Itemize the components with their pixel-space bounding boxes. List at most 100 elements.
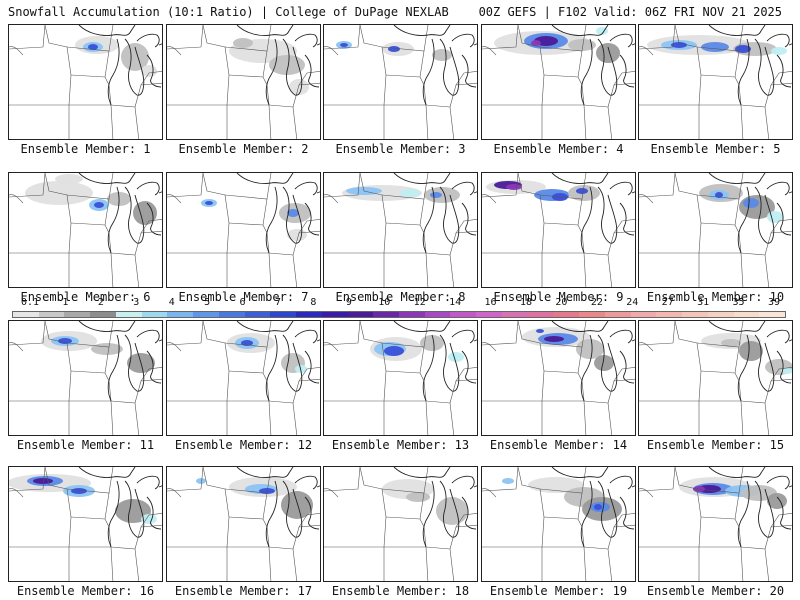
ensemble-member-label: Ensemble Member: 2 [178, 142, 309, 156]
colorbar-segment [244, 312, 271, 317]
member-map-graphic [482, 25, 635, 139]
member-map-graphic [167, 173, 320, 287]
colorbar-tick-label: 20 [555, 297, 568, 308]
ensemble-member-map [166, 172, 321, 288]
member-map-graphic [324, 173, 477, 287]
colorbar-segment [527, 312, 554, 317]
colorbar-segment [347, 312, 374, 317]
member-map-graphic [9, 321, 162, 435]
colorbar-tick-label: 1 [62, 297, 69, 308]
member-map-graphic [9, 173, 162, 287]
ensemble-member-label: Ensemble Member: 15 [646, 438, 785, 452]
colorbar-segment [424, 312, 451, 317]
ensemble-member-label: Ensemble Member: 9 [493, 290, 624, 304]
ensemble-member-map [323, 466, 478, 582]
colorbar-segment [167, 312, 194, 317]
colorbar-segment [476, 312, 502, 317]
colorbar-tick-label: 35 [732, 297, 745, 308]
ensemble-member-label: Ensemble Member: 16 [16, 584, 155, 598]
ensemble-member-label: Ensemble Member: 17 [174, 584, 313, 598]
colorbar-segment [64, 312, 91, 317]
member-map-graphic [639, 321, 792, 435]
map-title: Snowfall Accumulation (10:1 Ratio) | Col… [8, 5, 449, 19]
colorbar-tick-label: 14 [449, 297, 462, 308]
colorbar-segment [553, 312, 580, 317]
colorbar-tick-label: 0.1 [20, 297, 40, 308]
colorbar-segment [656, 312, 683, 317]
ensemble-member-map [8, 466, 163, 582]
colorbar-tick-label: 18 [519, 297, 533, 308]
colorbar-tick-label: 12 [413, 297, 426, 308]
ensemble-member-label: Ensemble Member: 20 [646, 584, 785, 598]
ensemble-member-map [166, 24, 321, 140]
member-map-graphic [639, 25, 792, 139]
ensemble-member-map [481, 172, 636, 288]
member-map-graphic [482, 321, 635, 435]
ensemble-member-label: Ensemble Member: 10 [646, 290, 785, 304]
ensemble-member-label: Ensemble Member: 11 [16, 438, 155, 452]
colorbar-segment [501, 312, 528, 317]
colorbar-segment [270, 312, 297, 317]
colorbar-segment [630, 312, 657, 317]
member-map-graphic [324, 25, 477, 139]
ensemble-member-map [638, 320, 793, 436]
ensemble-member-map [8, 320, 163, 436]
colorbar-segment [604, 312, 631, 317]
colorbar-segment [373, 312, 400, 317]
colorbar-tick-label: 24 [626, 297, 639, 308]
colorbar-segment [579, 312, 605, 317]
colorbar-tick-label: 5 [204, 297, 211, 308]
ensemble-member-label: Ensemble Member: 3 [335, 142, 466, 156]
colorbar-tick-label: 27 [661, 297, 674, 308]
colorbar-segment [759, 312, 786, 317]
ensemble-member-map [323, 320, 478, 436]
colorbar-segment [399, 312, 425, 317]
colorbar-tick-label: 16 [484, 297, 497, 308]
member-map-graphic [9, 467, 162, 581]
colorbar-segment [707, 312, 734, 317]
ensemble-member-label: Ensemble Member: 14 [489, 438, 628, 452]
ensemble-member-map [323, 172, 478, 288]
ensemble-member-label: Ensemble Member: 5 [650, 142, 781, 156]
member-map-graphic [167, 321, 320, 435]
colorbar-tick-label: 9 [345, 297, 352, 308]
colorbar-segment [733, 312, 760, 317]
colorbar-segment [218, 312, 245, 317]
ensemble-member-map [481, 24, 636, 140]
ensemble-member-map [638, 24, 793, 140]
ensemble-member-label: Ensemble Member: 19 [489, 584, 628, 598]
colorbar-segment [193, 312, 219, 317]
colorbar-segment [13, 312, 39, 317]
ensemble-member-map [8, 172, 163, 288]
member-map-graphic [639, 173, 792, 287]
member-map-graphic [639, 467, 792, 581]
ensemble-member-label: Ensemble Member: 6 [20, 290, 151, 304]
ensemble-member-map [481, 466, 636, 582]
member-map-graphic [482, 467, 635, 581]
ensemble-member-map [8, 24, 163, 140]
ensemble-member-label: Ensemble Member: 8 [335, 290, 466, 304]
ensemble-member-label: Ensemble Member: 7 [178, 290, 309, 304]
ensemble-member-label: Ensemble Member: 1 [20, 142, 151, 156]
member-map-graphic [324, 467, 477, 581]
ensemble-member-map [166, 320, 321, 436]
ensemble-member-label: Ensemble Member: 13 [331, 438, 470, 452]
colorbar-tick-label: 2 [97, 297, 104, 308]
colorbar-segment [115, 312, 142, 317]
member-map-graphic [9, 25, 162, 139]
colorbar-tick-labels: 0.1 1 2 3 4 5 6 7 8 9 10 12 14 16 18 20 22 24 27 31 35 39 [12, 297, 786, 309]
member-map-graphic [167, 467, 320, 581]
colorbar-segment [296, 312, 322, 317]
ensemble-member-label: Ensemble Member: 12 [174, 438, 313, 452]
run-valid-time: 00Z GEFS | F102 Valid: 06Z FRI NOV 21 20… [478, 5, 782, 19]
colorbar-segment [90, 312, 116, 317]
colorbar-tick-label: 31 [697, 297, 710, 308]
ensemble-member-label: Ensemble Member: 4 [493, 142, 624, 156]
colorbar-tick-label: 10 [378, 297, 391, 308]
ensemble-member-map [481, 320, 636, 436]
member-map-graphic [167, 25, 320, 139]
member-map-graphic [324, 321, 477, 435]
ensemble-member-map [638, 466, 793, 582]
colorbar-tick-label: 4 [168, 297, 175, 308]
colorbar-segment [321, 312, 348, 317]
